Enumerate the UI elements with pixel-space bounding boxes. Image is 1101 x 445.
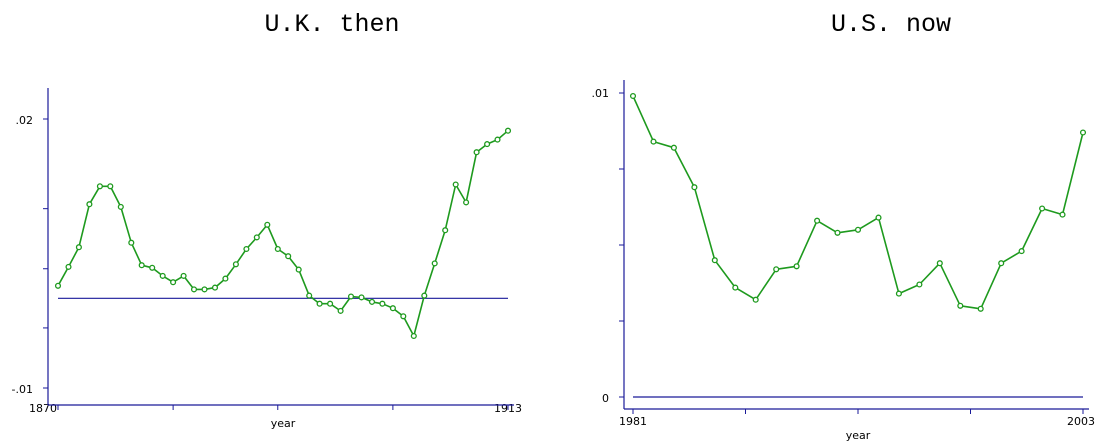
data-point xyxy=(128,239,135,246)
chart-title: U.S. now xyxy=(831,10,951,39)
data-point xyxy=(306,292,313,299)
data-point xyxy=(232,261,239,268)
data-point xyxy=(650,138,657,145)
data-point xyxy=(957,302,964,309)
data-point xyxy=(504,127,512,134)
data-point xyxy=(1039,205,1046,212)
data-point xyxy=(670,144,677,151)
data-point xyxy=(410,332,417,340)
data-point xyxy=(159,272,166,279)
data-point xyxy=(998,260,1005,267)
data-point xyxy=(274,245,281,253)
x-axis-title: year xyxy=(846,429,871,442)
data-point xyxy=(170,279,177,286)
data-point xyxy=(222,275,229,282)
data-point xyxy=(773,266,780,273)
data-point xyxy=(86,201,93,208)
data-point xyxy=(65,263,72,270)
data-point xyxy=(977,305,984,312)
data-point xyxy=(138,262,145,269)
data-point xyxy=(895,290,902,297)
data-point xyxy=(752,296,759,303)
data-point xyxy=(379,300,386,307)
data-point xyxy=(1059,211,1066,218)
data-point xyxy=(691,184,698,191)
x-tick-label-last: 2003 xyxy=(1067,415,1095,428)
data-point xyxy=(421,292,428,299)
data-point xyxy=(243,245,250,253)
data-point xyxy=(452,181,459,188)
data-point xyxy=(442,227,449,234)
data-point xyxy=(107,183,114,190)
y-tick-label-top: .02 xyxy=(16,114,34,127)
data-point xyxy=(316,300,323,307)
data-point xyxy=(285,253,292,260)
data-point xyxy=(295,266,302,273)
series-line xyxy=(632,95,1084,310)
data-point xyxy=(936,260,943,267)
series-line xyxy=(57,130,509,337)
data-point xyxy=(431,260,438,267)
x-axis-title: year xyxy=(271,417,296,430)
data-point xyxy=(347,293,355,300)
data-point xyxy=(484,141,491,148)
data-point xyxy=(834,229,841,236)
chart-uk-then: U.K. then year .02 -.01 1870 1913 xyxy=(12,10,522,430)
data-point xyxy=(201,286,208,293)
data-point xyxy=(473,149,480,156)
data-point xyxy=(711,257,718,264)
data-point xyxy=(793,263,800,270)
data-point xyxy=(389,305,396,312)
data-point xyxy=(854,226,862,233)
y-tick-label-bottom: -.01 xyxy=(12,383,33,396)
data-point xyxy=(463,199,470,206)
data-point xyxy=(117,203,124,210)
x-tick-label-first: 1981 xyxy=(619,415,647,428)
data-point xyxy=(358,294,365,301)
data-point xyxy=(875,214,882,221)
data-point xyxy=(814,217,821,224)
data-point xyxy=(264,221,271,228)
data-point xyxy=(54,282,62,289)
data-point xyxy=(211,284,219,291)
data-point xyxy=(327,300,334,307)
data-point xyxy=(368,298,376,305)
data-point xyxy=(190,286,198,293)
data-point xyxy=(180,272,187,279)
data-point xyxy=(494,136,501,143)
chart-title: U.K. then xyxy=(264,10,399,39)
data-point xyxy=(337,307,344,314)
x-tick-label-first: 1870 xyxy=(29,402,57,415)
data-point xyxy=(629,92,637,100)
data-point xyxy=(75,244,82,251)
data-point xyxy=(96,183,103,190)
y-tick-label-bottom: 0 xyxy=(602,392,609,405)
data-point xyxy=(1079,129,1087,136)
data-point xyxy=(1018,248,1025,255)
y-tick-label-top: .01 xyxy=(592,87,610,100)
chart-us-now: U.S. now year .01 0 1981 2003 xyxy=(592,10,1096,442)
data-point xyxy=(732,284,739,291)
data-point xyxy=(149,264,156,271)
data-point xyxy=(253,234,260,241)
data-point xyxy=(916,281,923,288)
data-point xyxy=(400,313,407,320)
